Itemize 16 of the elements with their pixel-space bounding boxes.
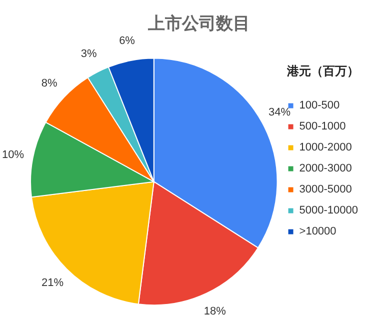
data-label: 34% — [268, 106, 291, 119]
legend-label: 100-500 — [299, 100, 340, 112]
data-label: 6% — [119, 34, 136, 47]
legend-label: 3000-5000 — [299, 184, 352, 196]
data-label: 3% — [80, 48, 97, 60]
legend-label: 1000-2000 — [299, 142, 352, 154]
data-label: 18% — [204, 305, 226, 318]
data-label: 21% — [41, 277, 64, 290]
legend-label: >10000 — [299, 226, 336, 238]
chart-title: 上市公司数目 — [147, 14, 250, 33]
legend-label: 2000-3000 — [299, 162, 352, 175]
data-label: 8% — [41, 78, 58, 90]
legend-label: 500-1000 — [299, 120, 346, 133]
legend-label: 5000-10000 — [299, 204, 358, 217]
legend-title: 港元（百万） — [286, 64, 359, 78]
data-label: 10% — [2, 148, 24, 161]
